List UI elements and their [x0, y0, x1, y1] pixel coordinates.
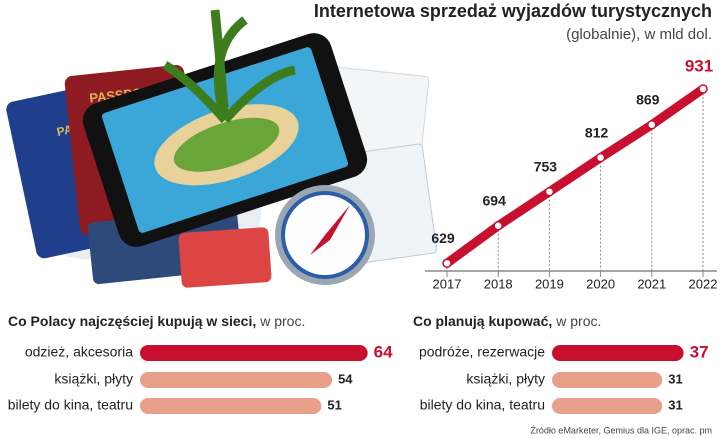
title-unit: w proc.: [555, 313, 601, 329]
data-label: 629: [431, 230, 455, 246]
category-label: bilety do kina, teatru: [420, 397, 545, 413]
x-tick-label: 2018: [484, 276, 513, 291]
category-label: odzież, akcesoria: [25, 344, 133, 360]
data-label: 753: [534, 158, 558, 174]
title-bold: Co Polacy najczęściej kupują w sieci,: [8, 313, 256, 329]
bar: [140, 398, 322, 414]
data-label: 31: [668, 371, 682, 386]
data-label: 64: [374, 342, 393, 361]
chart-title: Internetowa sprzedaż wyjazdów turystyczn…: [314, 1, 712, 21]
category-label: książki, płyty: [466, 371, 545, 387]
point: [698, 84, 708, 94]
bar: [552, 372, 663, 388]
category-label: bilety do kina, teatru: [8, 397, 133, 413]
x-tick-label: 2017: [433, 276, 462, 291]
x-tick-label: 2021: [637, 276, 666, 291]
data-label: 54: [338, 371, 353, 386]
x-tick-label: 2019: [535, 276, 564, 291]
bar: [552, 398, 663, 414]
source: Źródło eMarketer, Gemius dla IGE, oprac.…: [530, 425, 712, 435]
palm-tree: [162, 9, 296, 123]
point: [595, 152, 606, 163]
point: [544, 186, 555, 197]
chart-title: Co Polacy najczęściej kupują w sieci, w p…: [8, 313, 305, 329]
chart-title: Co planują kupować, w proc.: [413, 313, 601, 329]
data-label: 812: [585, 124, 609, 140]
bar: [552, 345, 684, 361]
compass-needle: [310, 205, 350, 255]
data-label: 37: [690, 342, 709, 361]
x-tick-label: 2022: [689, 276, 718, 291]
illustration: PASSPORT PASSPORT: [6, 9, 438, 288]
bar: [140, 372, 333, 388]
data-label: 31: [668, 397, 682, 412]
x-tick-label: 2020: [586, 276, 615, 291]
category-label: podróże, rezerwacje: [419, 344, 545, 360]
phone: [82, 33, 368, 247]
chart-subtitle: (globalnie), w mld dol.: [566, 26, 712, 43]
point: [493, 220, 503, 231]
credit-card: [178, 227, 272, 288]
point: [647, 119, 657, 130]
category-label: książki, płyty: [54, 371, 133, 387]
point: [442, 258, 452, 269]
data-label: 931: [685, 56, 713, 75]
title-unit: w proc.: [259, 313, 305, 329]
data-label: 869: [636, 91, 660, 107]
bar: [140, 345, 368, 361]
data-label: 51: [327, 397, 341, 412]
line: [442, 84, 708, 268]
data-label: 694: [483, 192, 507, 208]
title-bold: Co planują kupować,: [413, 313, 552, 329]
